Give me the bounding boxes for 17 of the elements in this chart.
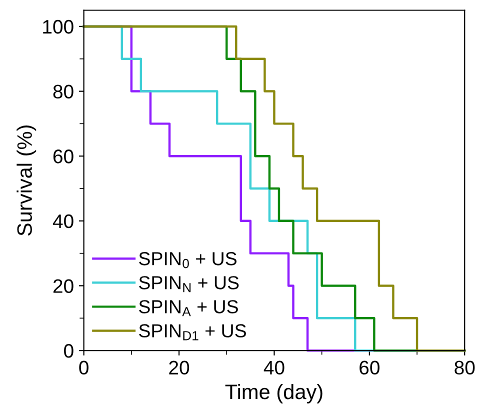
y-tick-label: 20 [53,279,74,293]
y-tick-label: 40 [52,214,74,228]
y-tick-label: 80 [53,84,74,99]
y-tick-label: 0 [64,344,74,358]
x-tick-label: 0 [79,360,88,375]
y-tick-label: 60 [53,150,74,164]
legend-label: SPIN$_{0}$ + US [139,252,236,268]
x-tick-label: 80 [454,360,475,375]
x-axis-title: Time (day) [225,384,322,404]
y-axis-title: Survival (%) [16,126,36,236]
x-tick-label: 40 [264,360,284,375]
x-tick-label: 20 [169,360,190,375]
legend-label: SPIN$_{N}$ + US [139,276,239,292]
legend-label: SPIN$_{D1}$ + US [139,324,246,340]
legend-label: SPIN$_{A}$ + US [139,300,238,316]
y-tick-label: 100 [43,20,74,34]
x-tick-label: 60 [360,360,380,375]
